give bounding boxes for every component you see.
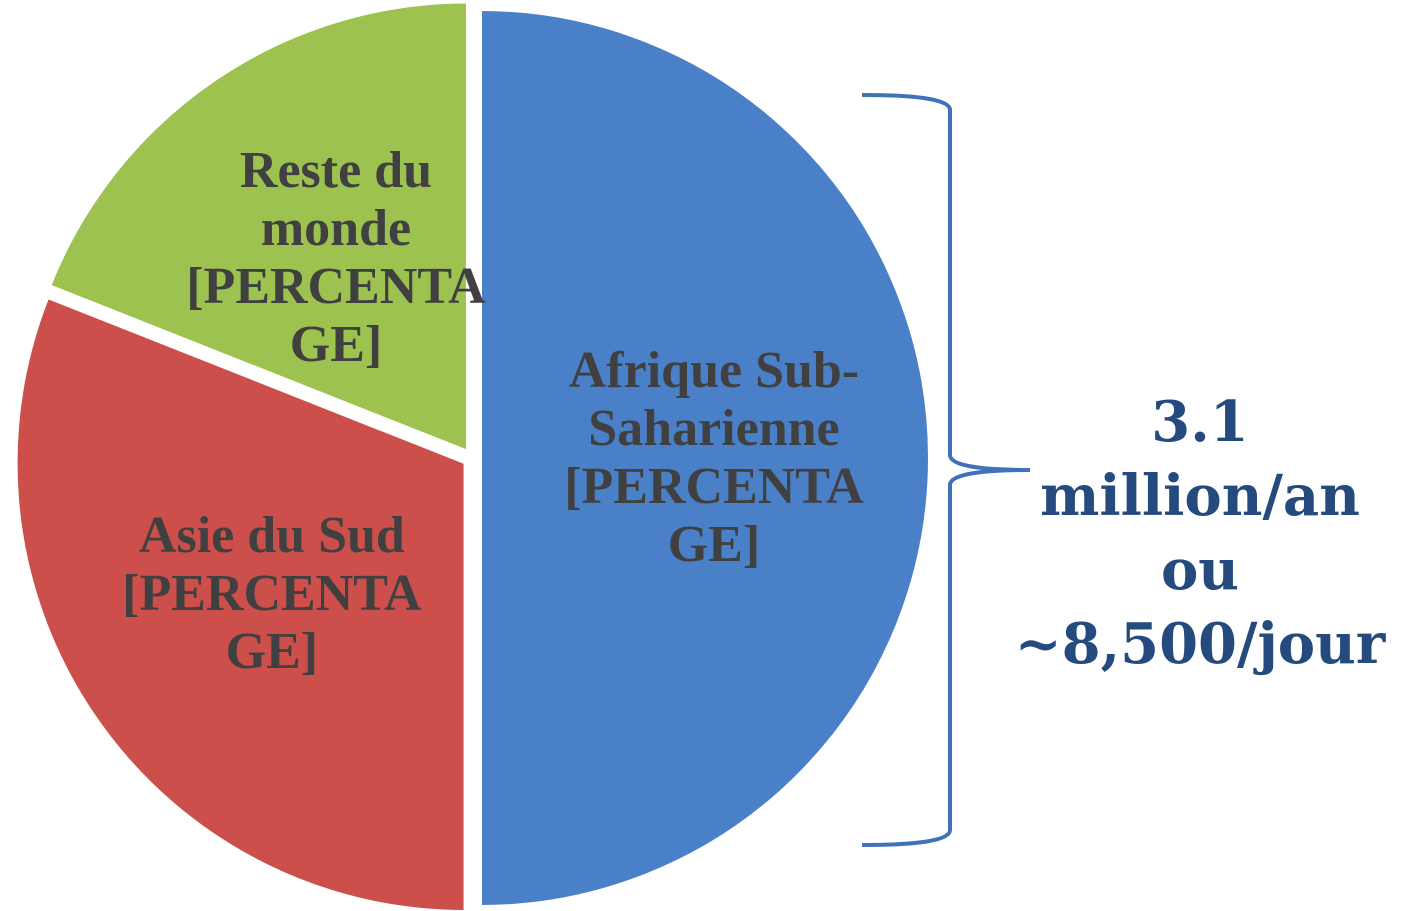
annotation-line: million/an xyxy=(1040,463,1360,529)
annotation-line: ~8,500/jour xyxy=(1014,611,1386,677)
value-label: [PERCENTAGE] xyxy=(122,565,422,680)
pie-slice xyxy=(480,8,930,908)
value-label: [PERCENTAGE] xyxy=(564,458,864,573)
slice-label: Reste du monde [PERCENTAGE] xyxy=(186,142,486,374)
annotation: 3.1 million/an ou ~8,500/jour xyxy=(1000,385,1400,681)
category-label: Asie du Sud xyxy=(138,507,405,564)
slice-label: Afrique Sub-Saharienne [PERCENTAGE] xyxy=(564,342,864,574)
category-label: Reste du monde xyxy=(239,141,433,257)
slice-label: Asie du Sud [PERCENTAGE] xyxy=(122,507,422,681)
annotation-line: 3.1 xyxy=(1151,389,1249,455)
pie-slice xyxy=(49,1,468,453)
category-label: Afrique Sub-Saharienne xyxy=(568,342,860,457)
value-label: [PERCENTAGE] xyxy=(186,257,486,373)
brace xyxy=(861,93,1031,847)
annotation-line: ou xyxy=(1160,537,1240,603)
pie-slice xyxy=(15,296,466,911)
